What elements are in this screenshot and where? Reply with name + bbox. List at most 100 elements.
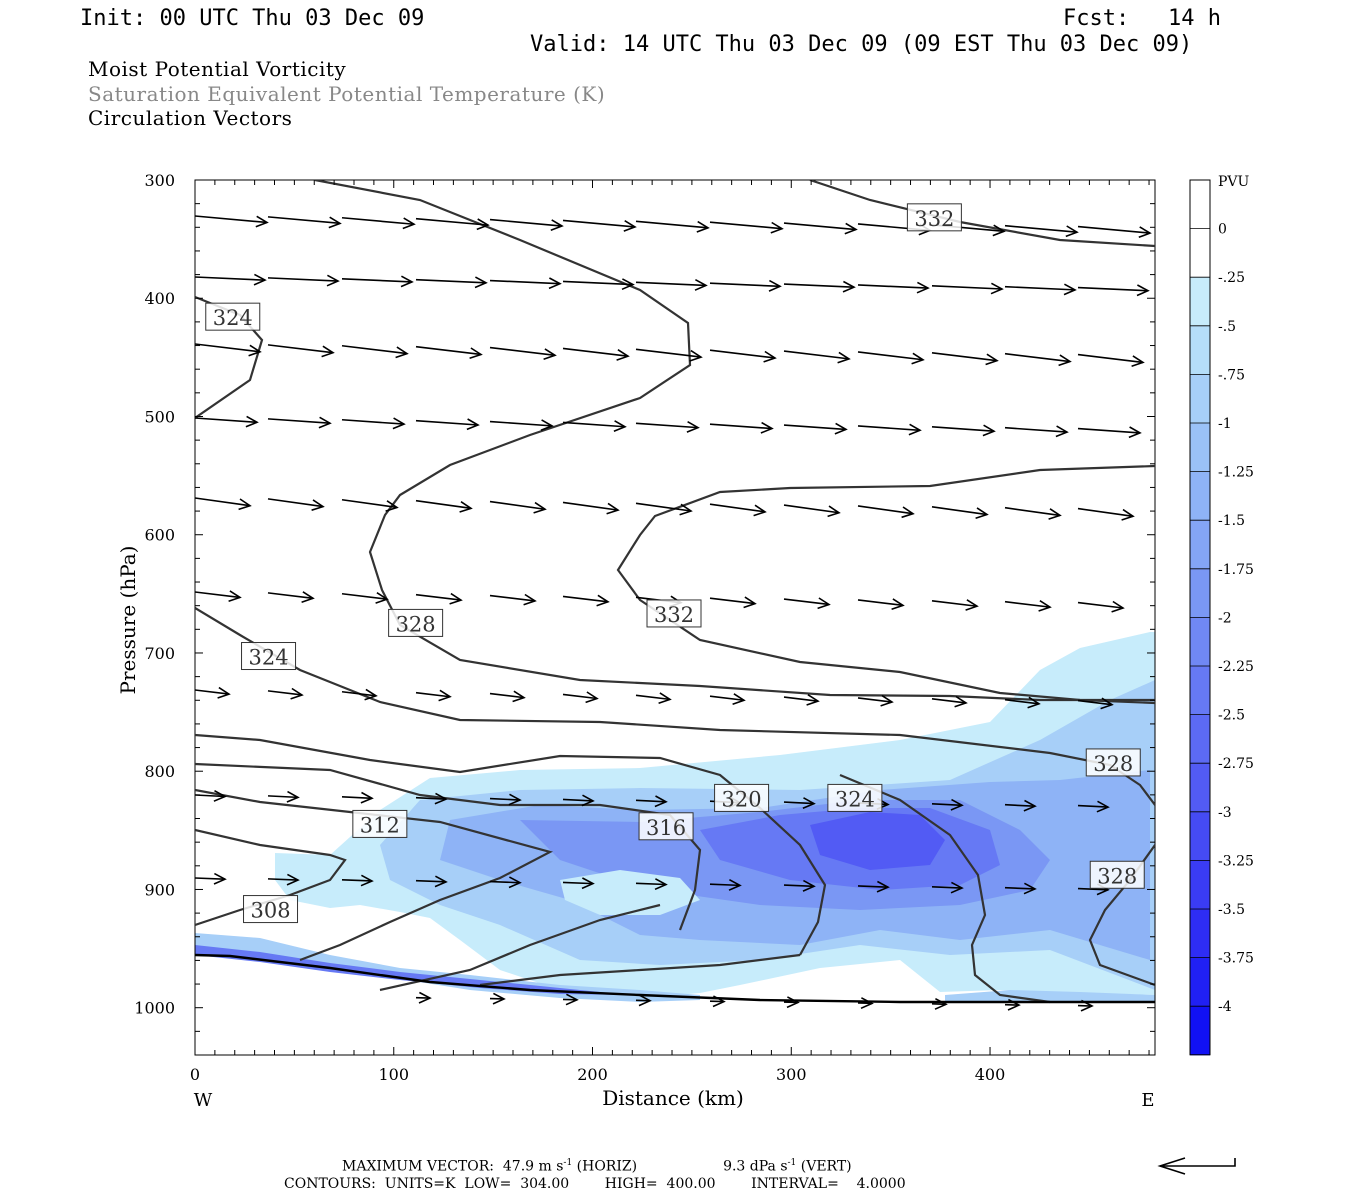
vector-arrowhead: [326, 274, 340, 287]
vector-arrow: [267, 277, 339, 282]
vector-arrow: [1077, 887, 1109, 891]
vector-arrowhead: [290, 687, 304, 700]
vector-arrowhead: [228, 590, 242, 603]
theta-e-contours: [195, 180, 1155, 1004]
circulation-vectors: [195, 215, 1152, 1012]
y-axis-title: Pressure (hPa): [116, 546, 140, 695]
vector-arrow: [1004, 803, 1036, 808]
colorbar-level-label: -1: [1218, 416, 1232, 432]
vector-arrowhead: [321, 345, 335, 358]
x-tick-label: 200: [577, 1065, 608, 1084]
vector-arrowhead: [311, 499, 325, 511]
vector-arrow: [857, 599, 904, 607]
vector-arrow: [1004, 600, 1051, 608]
vector-arrowhead: [638, 994, 652, 1007]
vector-arrowhead: [908, 423, 922, 436]
colorbar-swatch: [1190, 714, 1210, 764]
vector-arrowhead: [540, 419, 554, 432]
vector-arrow: [709, 503, 766, 513]
colorbar-swatch: [1190, 374, 1210, 424]
colorbar-level-label: -4: [1218, 999, 1232, 1015]
vector-arrow: [489, 420, 553, 427]
vector-arrow: [709, 695, 745, 702]
contour-line: [195, 953, 1155, 1004]
vector-arrowhead: [786, 996, 800, 1009]
vector-arrowhead: [248, 344, 262, 357]
field-label-vectors: Circulation Vectors: [88, 106, 293, 130]
vector-arrowhead: [395, 346, 409, 359]
x-axis-title: Distance (km): [602, 1086, 744, 1110]
vector-arrowhead: [686, 421, 700, 433]
vector-arrowhead: [950, 881, 964, 894]
vector-arrow: [415, 593, 462, 601]
vector-arrow: [341, 690, 377, 697]
vector-arrowhead: [658, 692, 672, 705]
contour-label-box: [205, 302, 261, 331]
vector-arrowhead: [834, 422, 848, 435]
vector-arrowhead: [1121, 508, 1135, 521]
vector-arrowhead: [375, 592, 389, 604]
vector-arrowhead: [696, 220, 710, 233]
vector-arrow: [635, 281, 707, 287]
vector-arrowhead: [1058, 354, 1072, 367]
vector-arrow: [415, 278, 487, 284]
contour-label-box: [243, 895, 299, 924]
vector-arrow: [857, 284, 929, 289]
vector-arrowhead: [654, 795, 668, 808]
colorbar-swatch: [1190, 180, 1210, 230]
vector-arrow: [1077, 353, 1144, 364]
vector-arrow: [341, 344, 408, 355]
vector-arrow: [415, 419, 479, 426]
contour-label-box: [241, 642, 297, 671]
colorbar-level-label: -1.25: [1218, 465, 1254, 481]
colorbar-swatch: [1190, 520, 1210, 570]
forecast-hour: 14 h: [1168, 6, 1221, 31]
contour-label: 332: [914, 207, 954, 231]
x-end-label-west: W: [194, 1090, 213, 1111]
vector-arrowhead: [876, 880, 890, 893]
contour-label: 324: [248, 646, 288, 670]
vector-arrowhead: [985, 353, 999, 366]
contour-label-box: [638, 812, 694, 841]
vector-arrowhead: [364, 688, 378, 701]
contour-label: 332: [654, 603, 694, 627]
vector-arrowhead: [763, 350, 777, 363]
plot-frame: [194, 179, 1156, 1056]
vector-arrow: [709, 883, 741, 887]
contour-label: 324: [213, 306, 253, 330]
colorbar-level-label: -.25: [1218, 270, 1245, 286]
vector-arrow: [931, 600, 978, 608]
vector-arrow: [562, 347, 629, 358]
vector-arrow: [341, 216, 415, 226]
vector-arrow: [341, 592, 388, 600]
colorbar: 0 -.25 -.5 -.75 -1 -1.25 -1.5 -1.75 -2 -2.25 -2.5 -…: [1189, 179, 1254, 1056]
vector-arrowhead: [523, 593, 537, 606]
vector-arrow: [1004, 698, 1040, 705]
y-axis: 300 400 500 600 700 800 900 1000: [134, 171, 1155, 1056]
y-tick-label: 600: [144, 526, 175, 545]
contour-labels: 332 324 328 332 324 312 316 320 324 328 328 308: [205, 203, 1145, 924]
contour-label-box: [388, 608, 444, 637]
vector-arrowhead: [1063, 283, 1077, 296]
colorbar-level-label: -2.75: [1218, 756, 1254, 772]
colorbar-level-label: -2.25: [1218, 659, 1254, 675]
vector-arrowhead: [476, 218, 490, 231]
vector-arrowhead: [238, 498, 252, 511]
vector-arrowhead: [402, 217, 416, 230]
vector-arrow: [783, 801, 815, 805]
vector-arrowhead: [550, 219, 564, 232]
x-tick-label: 100: [378, 1065, 409, 1084]
vector-arrowhead: [286, 873, 300, 886]
vector-arrowhead: [1128, 426, 1142, 439]
colorbar-level-label: -1.5: [1218, 513, 1245, 529]
vector-arrow: [1077, 427, 1141, 434]
vector-arrowhead: [1055, 425, 1069, 438]
vector-arrow: [489, 594, 536, 602]
vector-arrowhead: [434, 792, 448, 805]
vector-arrow: [709, 423, 773, 430]
contour-label: 308: [250, 899, 290, 923]
vector-arrowhead: [992, 224, 1006, 237]
vector-arrowhead: [802, 879, 816, 892]
vector-arrow: [931, 886, 963, 889]
